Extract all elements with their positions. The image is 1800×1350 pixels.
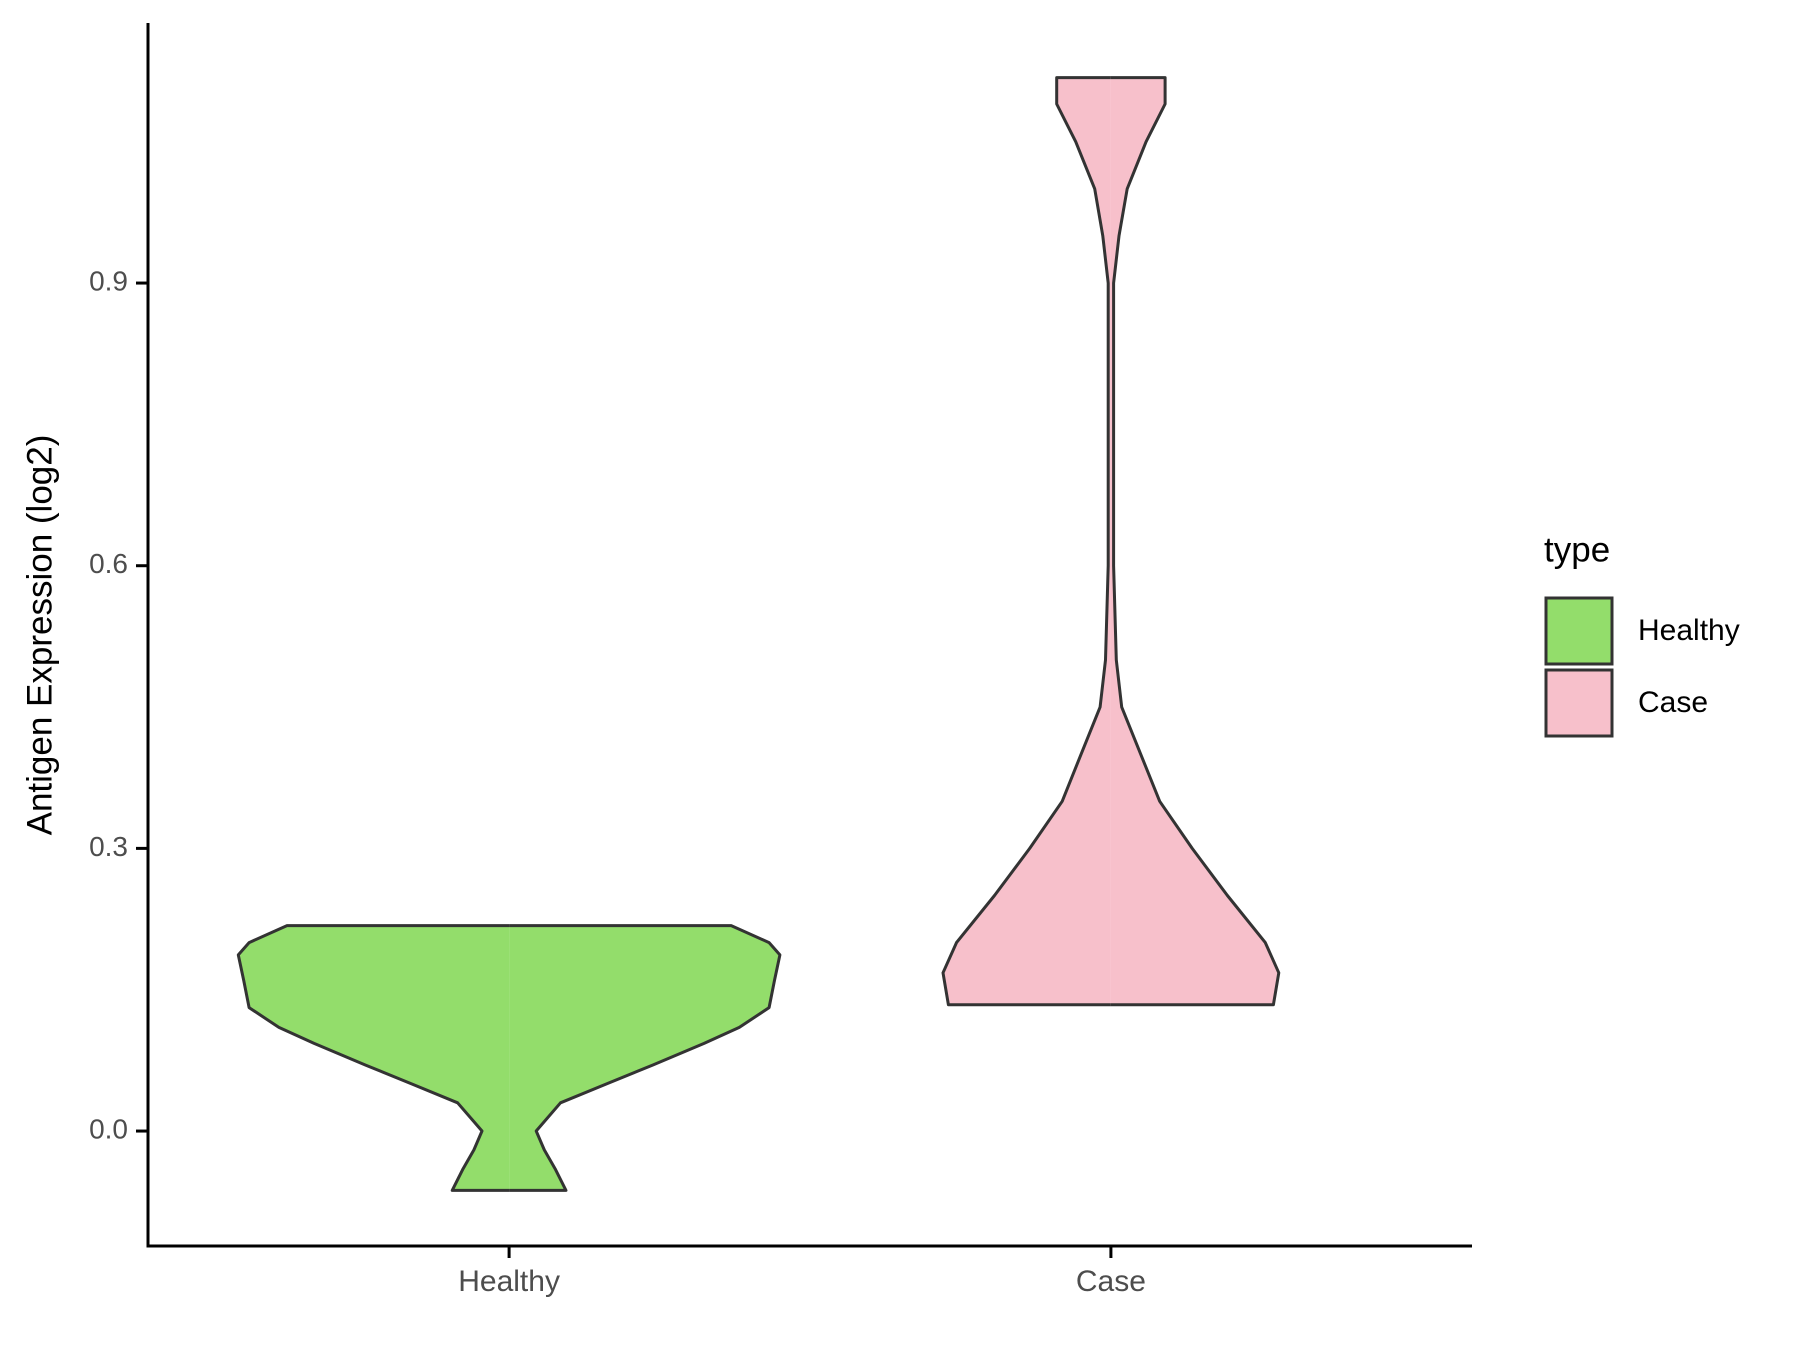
y-axis-title: Antigen Expression (log2) — [20, 435, 59, 836]
x-tick-label: Healthy — [458, 1265, 560, 1298]
legend-title: type — [1544, 530, 1610, 569]
y-tick-label: 0.9 — [89, 265, 128, 296]
legend-key — [1544, 668, 1614, 738]
violin-half — [1110, 76, 1281, 1007]
y-tick-label: 0.3 — [89, 831, 128, 862]
legend-label: Healthy — [1638, 614, 1740, 647]
violin-half — [236, 924, 510, 1192]
x-tick-label: Case — [1076, 1265, 1146, 1298]
violin-half — [509, 924, 782, 1192]
legend-key — [1544, 596, 1614, 666]
y-tick-label: 0.6 — [89, 548, 128, 579]
y-tick-label: 0.0 — [89, 1113, 128, 1144]
violin-half — [941, 76, 1111, 1007]
legend-label: Case — [1638, 686, 1708, 719]
